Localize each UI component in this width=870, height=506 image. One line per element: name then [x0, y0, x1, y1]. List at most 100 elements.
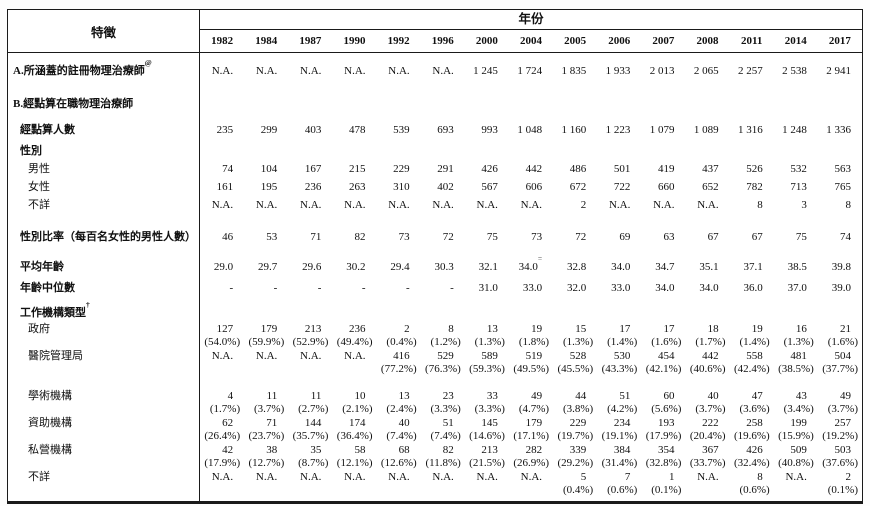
- footnote-marker: †: [86, 300, 90, 310]
- data-cell: -: [421, 278, 465, 299]
- data-cell: 13 (2.4%): [377, 389, 421, 416]
- data-cell: -: [244, 278, 288, 299]
- year-column-header: 2000: [475, 35, 498, 47]
- data-cell: 660: [641, 178, 685, 196]
- table-row: 不詳 N.A. N.A. N.A. N.A. N.A. N.A. N.A. N.A. 5 (0.4%…: [8, 470, 862, 497]
- data-cell: 17 (1.4%): [597, 322, 641, 349]
- cell-value: 236: [304, 181, 322, 193]
- cell-value: 1: [668, 471, 675, 483]
- cell-percentage: (3.7%): [254, 403, 285, 415]
- data-cell: N.A.: [200, 470, 244, 497]
- data-cell: 42 (17.9%): [200, 443, 244, 470]
- cell-value: 509: [790, 444, 807, 456]
- cell-percentage: (4.7%): [518, 403, 550, 415]
- cell-percentage: (4.2%): [607, 403, 638, 415]
- data-cell: N.A.: [641, 196, 685, 214]
- cell-value: 63: [663, 231, 675, 243]
- cell-value: N.A.: [211, 199, 234, 211]
- cell-percentage: (3.3%): [474, 403, 505, 415]
- data-cell: [200, 305, 244, 322]
- data-cell: [685, 214, 729, 224]
- data-cell: 529 (76.3%): [421, 349, 465, 376]
- spacer-row: [8, 376, 862, 389]
- data-cell: 34.0: [641, 278, 685, 299]
- data-cell: 37.1: [730, 256, 774, 278]
- data-cell: -: [288, 278, 332, 299]
- cell-percentage: (15.9%): [778, 430, 814, 442]
- cell-percentage: (3.7%): [827, 403, 858, 415]
- year-column-header: 1984: [255, 35, 278, 47]
- data-cell: 11 (3.7%): [244, 389, 288, 416]
- cell-percentage: (54.0%): [204, 336, 241, 348]
- cell-value: 426: [746, 444, 763, 456]
- cell-value: 29.7: [258, 261, 278, 273]
- cell-value: 660: [657, 181, 675, 193]
- data-cell: 8 (0.6%): [730, 470, 774, 497]
- data-cell: [465, 305, 509, 322]
- cell-value: 43: [795, 390, 807, 402]
- data-cell: N.A.: [288, 53, 332, 90]
- cell-value: 30.2: [346, 261, 366, 273]
- cell-value: N.A.: [697, 199, 719, 211]
- cell-value: 2: [580, 199, 587, 211]
- cell-percentage: (3.4%): [783, 403, 814, 415]
- data-cell: 34.0: [597, 256, 641, 278]
- data-cell: [377, 90, 421, 118]
- year-column-header: 2006: [608, 35, 631, 47]
- cell-value: 33: [486, 390, 498, 402]
- data-cell: [553, 376, 597, 389]
- data-cell: 765: [818, 178, 862, 196]
- cell-percentage: (32.4%): [733, 457, 770, 469]
- data-cell: 71 (23.7%): [244, 416, 288, 443]
- table-row: 政府 127 (54.0%) 179 (59.9%) 213 (52.9%) 236 (49.4…: [8, 322, 862, 349]
- cell-value: 478: [349, 124, 366, 136]
- data-cell: N.A.: [774, 470, 818, 497]
- data-cell: 46: [200, 224, 244, 250]
- cell-value: 72: [575, 231, 587, 243]
- data-cell: 144 (35.7%): [288, 416, 332, 443]
- table-row: 醫院管理局 N.A. N.A. N.A. N.A. 416 (77.2%) 529 (76.3%…: [8, 349, 862, 376]
- cell-value: 11: [310, 390, 322, 402]
- cell-value: 310: [393, 181, 410, 193]
- data-cell: 15 (1.3%): [553, 322, 597, 349]
- cell-value: 69: [619, 231, 631, 243]
- data-cell: [377, 376, 421, 389]
- cell-value: 402: [437, 181, 454, 193]
- cell-percentage: (7.4%): [386, 430, 417, 442]
- cell-value: N.A.: [344, 350, 366, 362]
- data-cell: [509, 305, 553, 322]
- cell-value: 62: [222, 417, 234, 429]
- cell-value: 1 724: [517, 65, 543, 77]
- data-cell: [421, 143, 465, 160]
- data-cell: [641, 305, 685, 322]
- data-cell: [288, 90, 332, 118]
- data-cell: 44 (3.8%): [553, 389, 597, 416]
- cell-value: 384: [613, 444, 631, 456]
- cell-percentage: (12.7%): [248, 457, 285, 469]
- cell-value: 7: [624, 471, 631, 483]
- cell-value: 299: [260, 124, 278, 136]
- cell-value: 416: [393, 350, 410, 362]
- cell-percentage: (37.6%): [822, 457, 858, 469]
- data-cell: 1 724: [509, 53, 553, 90]
- data-cell: N.A.: [377, 470, 421, 497]
- data-cell: 282 (26.9%): [509, 443, 553, 470]
- year-group-label: 年份: [200, 10, 862, 30]
- cell-value: 42: [222, 444, 234, 456]
- cell-value: 2 941: [826, 65, 851, 77]
- data-cell: N.A.: [332, 53, 376, 90]
- row-label: 私營機構: [8, 443, 200, 470]
- data-cell: 33 (3.3%): [465, 389, 509, 416]
- data-cell: 291: [421, 160, 465, 178]
- cell-value: 1 089: [693, 124, 719, 136]
- row-label: 不詳: [8, 470, 200, 497]
- cell-value: 8: [757, 199, 763, 211]
- cell-percentage: (19.7%): [557, 430, 594, 442]
- data-cell: 1 079: [641, 118, 685, 143]
- cell-value: 339: [569, 444, 587, 456]
- cell-value: 258: [746, 417, 763, 429]
- data-cell: 145 (14.6%): [465, 416, 509, 443]
- cell-percentage: (12.6%): [380, 457, 417, 469]
- data-cell: 2 941: [818, 53, 862, 90]
- data-cell: 47 (3.6%): [730, 389, 774, 416]
